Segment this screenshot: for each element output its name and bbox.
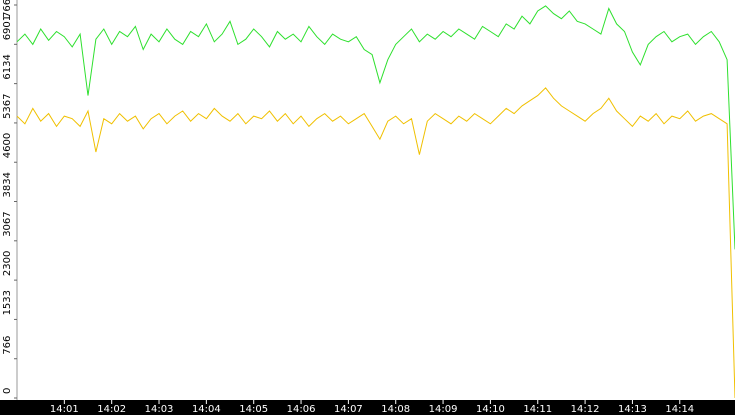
- x-tick-label: 14:11: [523, 404, 552, 415]
- y-tick-label: 1533: [2, 290, 13, 315]
- x-tick-label: 14:05: [239, 404, 268, 415]
- x-tick-label: 14:06: [287, 404, 316, 415]
- x-tick-label: 14:13: [618, 404, 647, 415]
- x-tick-label: 14:08: [381, 404, 410, 415]
- x-tick-label: 14:03: [145, 404, 174, 415]
- series-line: [16, 87, 735, 399]
- x-tick-label: 14:09: [429, 404, 458, 415]
- x-tick-label: 14:04: [192, 404, 221, 415]
- y-tick-label: 3834: [2, 172, 13, 197]
- x-tick-label: 14:01: [50, 404, 79, 415]
- y-tick-label: 2300: [2, 251, 13, 276]
- y-tick-label: 6134: [2, 54, 13, 79]
- y-tick-label: 7668: [2, 0, 13, 18]
- series-line: [16, 5, 735, 250]
- y-tick-label: 766: [2, 336, 13, 355]
- x-tick-label: 14:07: [334, 404, 363, 415]
- y-tick-label: 6901: [2, 15, 13, 40]
- x-tick-label: 14:14: [665, 404, 694, 415]
- x-axis-band: [0, 400, 735, 415]
- y-tick-label: 5367: [2, 93, 13, 118]
- y-tick-label: 0: [2, 388, 13, 394]
- y-tick-label: 3067: [2, 211, 13, 236]
- x-tick-label: 14:12: [571, 404, 600, 415]
- x-tick-label: 14:10: [476, 404, 505, 415]
- y-tick-label: 4600: [2, 133, 13, 158]
- x-tick-label: 14:02: [97, 404, 126, 415]
